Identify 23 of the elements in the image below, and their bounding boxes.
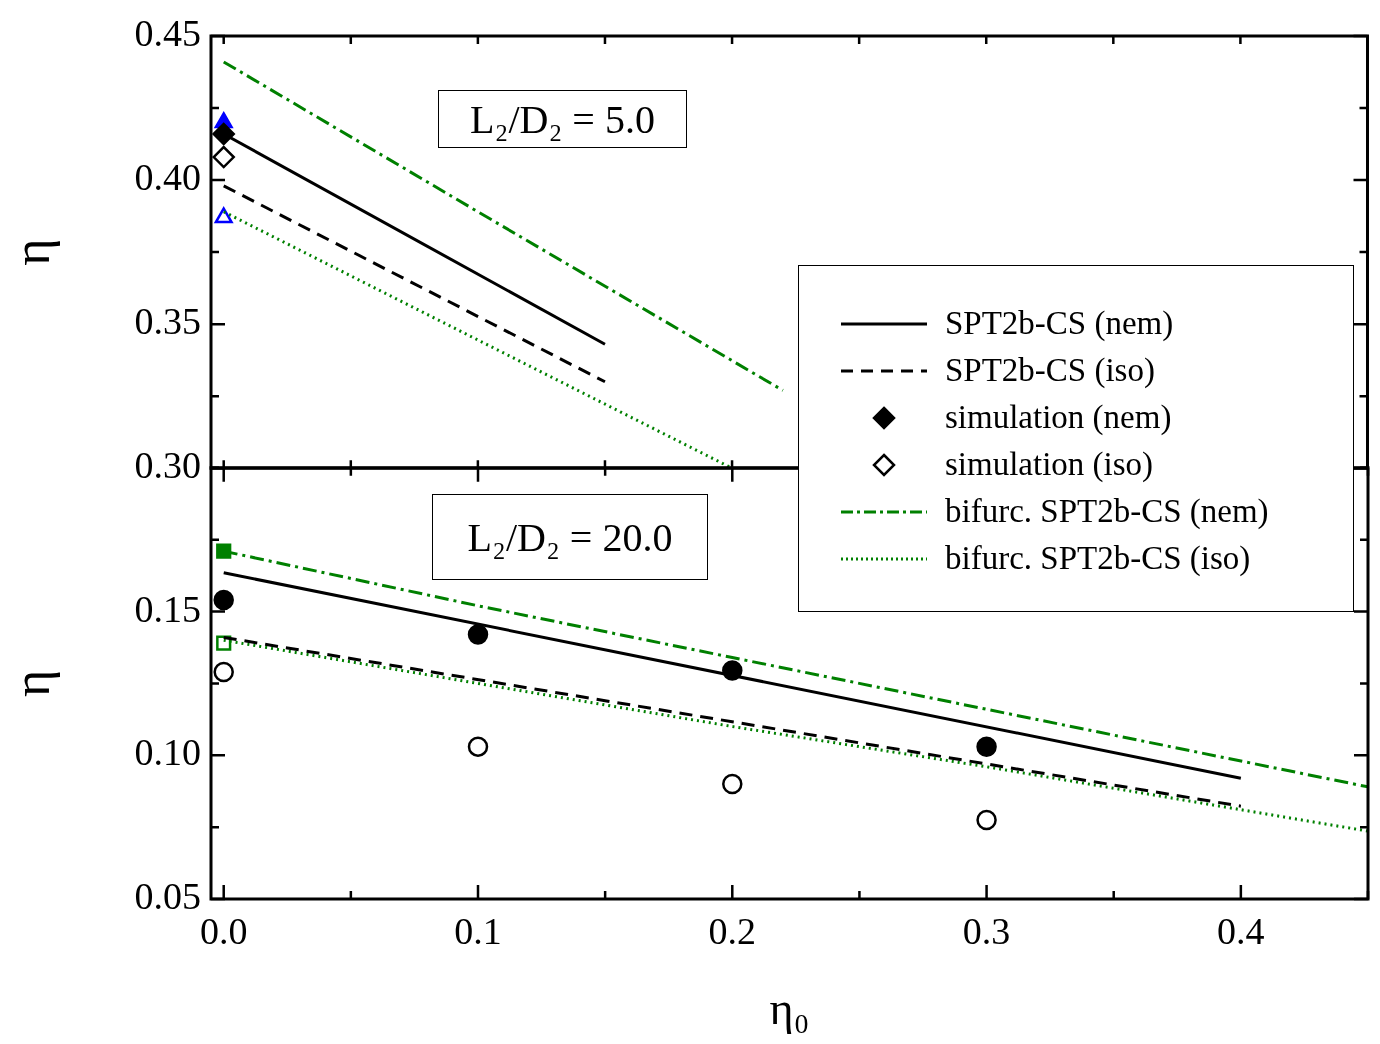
legend-label: simulation (nem) xyxy=(945,399,1172,436)
legend-label: SPT2b-CS (iso) xyxy=(945,352,1155,389)
legend-label: simulation (iso) xyxy=(945,446,1154,483)
legend-label: SPT2b-CS (nem) xyxy=(945,305,1174,342)
y-axis-title: η xyxy=(2,238,60,266)
y-tick-label: 0.40 xyxy=(134,156,201,199)
annotation: L₂/D₂ = 5.0 xyxy=(438,90,687,148)
y-tick-label: 0.15 xyxy=(134,587,201,630)
y-axis-title: η xyxy=(2,669,60,697)
legend-label: bifurc. SPT2b-CS (nem) xyxy=(945,493,1269,530)
legend-label: bifurc. SPT2b-CS (iso) xyxy=(945,540,1251,577)
x-tick-label: 0.4 xyxy=(1217,909,1265,952)
y-tick-label: 0.30 xyxy=(134,444,201,487)
x-axis-title: η₀ xyxy=(769,983,810,1035)
annotation: L₂/D₂ = 20.0 xyxy=(432,494,708,580)
y-tick-label: 0.05 xyxy=(134,874,201,917)
y-tick-label: 0.45 xyxy=(134,11,201,54)
x-tick-label: 0.2 xyxy=(708,909,757,952)
x-tick-label: 0.3 xyxy=(962,909,1011,952)
y-tick-label: 0.10 xyxy=(134,731,201,774)
y-tick-label: 0.35 xyxy=(134,300,201,343)
x-tick-label: 0.0 xyxy=(199,909,248,952)
x-tick-label: 0.1 xyxy=(454,909,502,952)
